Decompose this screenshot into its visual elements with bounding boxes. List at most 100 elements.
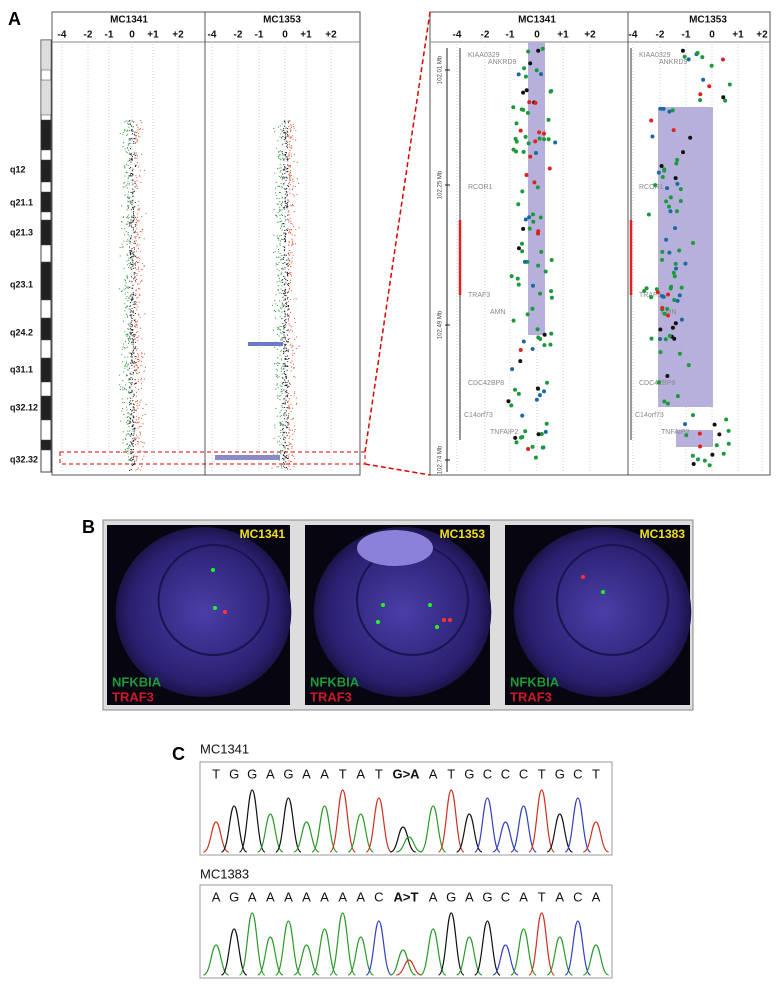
- probe-dot: [134, 280, 136, 282]
- base-label: C: [573, 766, 582, 781]
- probe-dot: [136, 275, 138, 277]
- probe-dot: [293, 211, 295, 213]
- probe-dot: [296, 347, 298, 349]
- probe-dot: [129, 202, 131, 204]
- probe-dot: [127, 177, 129, 179]
- probe-dot: [139, 281, 141, 283]
- probe-dot: [127, 233, 129, 235]
- probe-dot: [127, 305, 129, 307]
- probe-dot: [125, 151, 127, 153]
- probe-dot: [122, 186, 124, 188]
- probe-dot: [129, 422, 131, 424]
- probe-dot: [530, 444, 535, 449]
- probe-dot: [291, 366, 293, 368]
- probe-dot: [513, 435, 518, 440]
- probe-dot: [290, 266, 292, 268]
- probe-dot: [284, 167, 286, 169]
- probe-dot: [140, 275, 142, 277]
- probe-dot: [136, 222, 138, 224]
- probe-dot: [686, 57, 691, 62]
- probe-dot: [289, 146, 291, 148]
- probe-dot: [279, 217, 281, 219]
- probe-dot: [277, 212, 279, 214]
- probe-dot: [134, 301, 136, 303]
- probe-dot: [134, 460, 136, 462]
- probe-dot: [272, 304, 274, 306]
- probe-dot: [281, 179, 283, 181]
- gene-label: CDC42BP8: [468, 380, 504, 387]
- probe-dot: [119, 255, 121, 257]
- probe-dot: [136, 400, 138, 402]
- base-label: T: [212, 766, 220, 781]
- probe-dot: [136, 164, 138, 166]
- probe-dot: [128, 130, 130, 132]
- probe-dot: [295, 397, 297, 399]
- probe-dot: [127, 433, 129, 435]
- probe-dot: [279, 177, 281, 179]
- probe-dot: [285, 263, 287, 265]
- trace-peak: [365, 920, 393, 976]
- probe-dot: [130, 175, 132, 177]
- probe-dot: [278, 335, 280, 337]
- probe-dot: [131, 324, 133, 326]
- probe-dot: [124, 356, 126, 358]
- probe-dot: [128, 446, 130, 448]
- probe-dot: [285, 233, 287, 235]
- probe-dot: [131, 353, 133, 355]
- probe-dot: [130, 373, 132, 375]
- probe-dot: [134, 164, 136, 166]
- probe-dot: [280, 183, 282, 185]
- probe-dot: [287, 341, 289, 343]
- base-label: T: [592, 766, 600, 781]
- probe-dot: [136, 468, 138, 470]
- probe-dot: [287, 199, 289, 201]
- probe-dot: [134, 439, 136, 441]
- base-label: A: [266, 766, 275, 781]
- probe-dot: [131, 253, 133, 255]
- probe-dot: [273, 128, 275, 130]
- base-label: G: [555, 766, 565, 781]
- probe-dot: [278, 275, 280, 277]
- probe-dot: [129, 246, 131, 248]
- probe-dot: [133, 319, 135, 321]
- probe-dot: [129, 241, 131, 243]
- probe-dot: [128, 265, 130, 267]
- probe-dot: [140, 181, 142, 183]
- probe-dot: [286, 280, 288, 282]
- probe-dot: [128, 137, 130, 139]
- probe-dot: [278, 328, 280, 330]
- probe-dot: [660, 249, 665, 254]
- probe-dot: [139, 469, 141, 471]
- probe-dot: [283, 446, 285, 448]
- probe-dot: [288, 155, 290, 157]
- probe-label: TRAF3: [510, 689, 552, 704]
- probe-dot: [284, 457, 286, 459]
- probe-dot: [138, 418, 140, 420]
- probe-dot: [291, 360, 293, 362]
- cell: [115, 527, 292, 697]
- probe-dot: [136, 124, 138, 126]
- probe-dot: [140, 377, 142, 379]
- probe-dot: [139, 431, 141, 433]
- probe-dot: [128, 342, 130, 344]
- probe-dot: [281, 123, 283, 125]
- probe-dot: [133, 246, 135, 248]
- probe-dot: [277, 304, 279, 306]
- probe-dot: [288, 153, 290, 155]
- probe-dot: [131, 263, 133, 265]
- probe-dot: [128, 456, 130, 458]
- probe-dot: [132, 221, 134, 223]
- probe-dot: [278, 395, 280, 397]
- probe-dot: [548, 89, 553, 94]
- probe-dot: [132, 126, 134, 128]
- probe-dot: [281, 377, 283, 379]
- probe-dot: [281, 157, 283, 159]
- probe-dot: [287, 457, 289, 459]
- probe-dot: [132, 332, 134, 334]
- trace-peak: [238, 789, 266, 853]
- probe-dot: [133, 214, 135, 216]
- probe-dot: [288, 448, 290, 450]
- probe-dot: [279, 201, 281, 203]
- probe-dot: [278, 310, 280, 312]
- probe-dot: [286, 144, 288, 146]
